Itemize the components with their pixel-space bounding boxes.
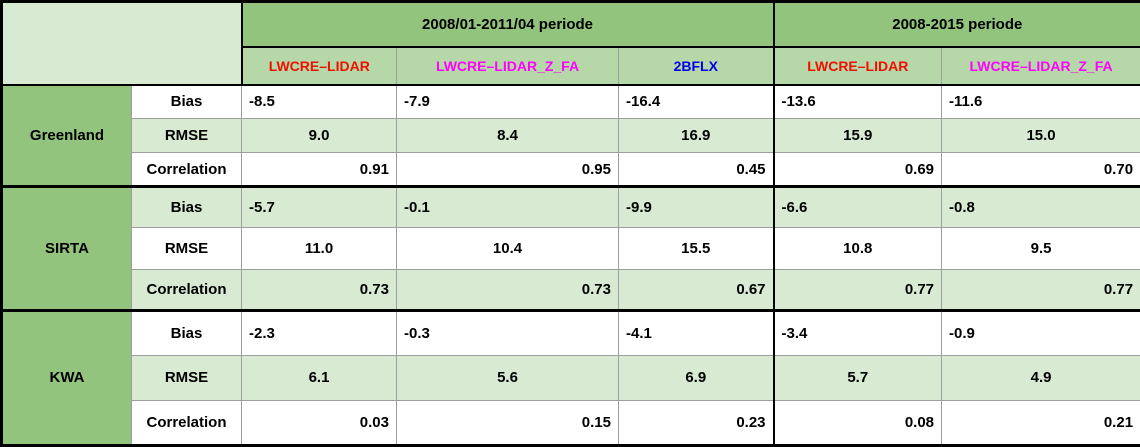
value-cell: 0.95 [396, 152, 619, 189]
value-cell: 9.0 [241, 118, 397, 154]
row-sirta-correlation: Correlation 0.73 0.73 0.67 0.77 0.77 [2, 268, 1140, 312]
row-greenland-rmse: RMSE 9.0 8.4 16.9 15.9 15.0 [2, 118, 1140, 154]
value-cell: 0.70 [941, 152, 1140, 189]
value-cell: -5.7 [241, 186, 397, 229]
metric-label: Bias [131, 186, 242, 229]
value-cell: -0.1 [396, 186, 619, 229]
value-cell: 15.9 [772, 118, 943, 154]
metric-label: Bias [131, 84, 242, 120]
metric-label: Correlation [131, 268, 242, 312]
value-cell: 0.73 [241, 268, 397, 312]
value-cell: 5.7 [772, 354, 943, 401]
value-cell: -7.9 [396, 84, 619, 120]
location-cell-greenland: Greenland [1, 84, 132, 189]
value-cell: 9.5 [941, 227, 1140, 270]
value-cell: 4.9 [941, 354, 1140, 401]
value-cell: -11.6 [941, 84, 1140, 120]
value-cell: -13.6 [772, 84, 943, 120]
metric-label: Bias [131, 309, 242, 356]
metric-label: RMSE [131, 227, 242, 270]
value-cell: 0.73 [396, 268, 619, 312]
value-cell: 6.1 [241, 354, 397, 401]
metric-label: RMSE [131, 118, 242, 154]
value-cell: 0.15 [396, 399, 619, 447]
dataset-header-lwcre-lidar-z-fa-p1: LWCRE–LIDAR_Z_FA [396, 46, 619, 86]
dataset-header-2bflx: 2BFLX [617, 46, 775, 86]
value-cell: 5.6 [396, 354, 619, 401]
value-cell: -8.5 [241, 84, 397, 120]
row-greenland-bias: Greenland Bias -8.5 -7.9 -16.4 -13.6 -11… [1, 84, 1140, 189]
location-cell-sirta: SIRTA [1, 186, 132, 312]
value-cell: -0.9 [941, 309, 1140, 356]
value-cell: 6.9 [617, 354, 775, 401]
metric-label: Correlation [131, 399, 242, 447]
value-cell: -3.4 [772, 309, 943, 356]
value-cell: -6.6 [772, 186, 943, 229]
metric-label: RMSE [131, 354, 242, 401]
value-cell: 10.4 [396, 227, 619, 270]
value-cell: 0.69 [772, 152, 943, 189]
value-cell: 0.08 [772, 399, 943, 447]
period-header-1: 2008/01-2011/04 periode [240, 0, 775, 48]
value-cell: -9.9 [617, 186, 775, 229]
value-cell: -16.4 [617, 84, 775, 120]
value-cell: 15.5 [617, 227, 775, 270]
value-cell: 10.8 [772, 227, 943, 270]
value-cell: 0.03 [241, 399, 397, 447]
value-cell: 0.67 [617, 268, 775, 312]
value-cell: 0.45 [617, 152, 775, 189]
row-kwa-bias: KWA Bias -2.3 -0.3 -4.1 -3.4 -0.9 [1, 309, 1140, 447]
value-cell: 0.23 [617, 399, 775, 447]
value-cell: -0.8 [941, 186, 1140, 229]
value-cell: -4.1 [617, 309, 775, 356]
row-greenland-correlation: Correlation 0.91 0.95 0.45 0.69 0.70 [2, 152, 1140, 189]
value-cell: 0.77 [772, 268, 943, 312]
value-cell: 0.21 [941, 399, 1140, 447]
location-cell-kwa: KWA [1, 309, 132, 447]
value-cell: 11.0 [241, 227, 397, 270]
value-cell: -2.3 [241, 309, 397, 356]
period-header-row: 2008/01-2011/04 periode 2008-2015 period… [1, 0, 1140, 86]
value-cell: 16.9 [617, 118, 775, 154]
row-sirta-rmse: RMSE 11.0 10.4 15.5 10.8 9.5 [2, 227, 1140, 270]
row-kwa-rmse: RMSE 6.1 5.6 6.9 5.7 4.9 [2, 354, 1140, 401]
value-cell: 8.4 [396, 118, 619, 154]
dataset-header-row: LWCRE–LIDAR LWCRE–LIDAR_Z_FA 2BFLX LWCRE… [2, 46, 1140, 86]
period-header-2: 2008-2015 periode [772, 0, 1140, 48]
value-cell: 0.91 [241, 152, 397, 189]
dataset-header-lwcre-lidar-z-fa-p2: LWCRE–LIDAR_Z_FA [941, 46, 1140, 86]
dataset-header-lwcre-lidar-p1: LWCRE–LIDAR [240, 46, 397, 86]
value-cell: -0.3 [396, 309, 619, 356]
dataset-header-lwcre-lidar-p2: LWCRE–LIDAR [772, 46, 943, 86]
corner-cell [1, 0, 242, 86]
row-sirta-bias: SIRTA Bias -5.7 -0.1 -9.9 -6.6 -0.8 [1, 186, 1140, 312]
value-cell: 15.0 [941, 118, 1140, 154]
value-cell: 0.77 [941, 268, 1140, 312]
metric-label: Correlation [131, 152, 242, 189]
row-kwa-correlation: Correlation 0.03 0.15 0.23 0.08 0.21 [2, 399, 1140, 447]
